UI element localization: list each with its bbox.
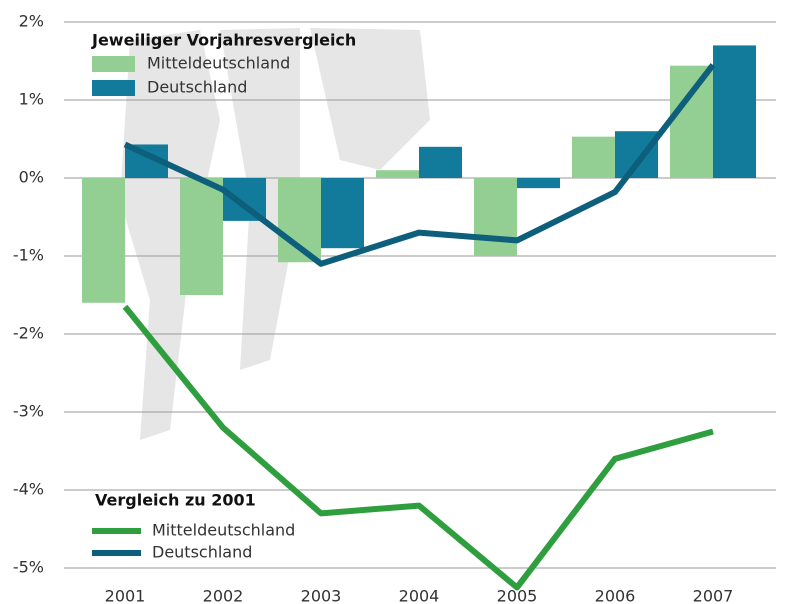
x-tick-label: 2003 (301, 587, 342, 604)
line (123, 63, 716, 267)
x-tick-label: 2005 (497, 587, 538, 604)
legend-label: Deutschland (147, 78, 247, 97)
y-tick-label: 1% (19, 90, 44, 109)
bar (713, 45, 756, 179)
y-tick-label: -5% (13, 558, 44, 577)
x-tick-label: 2004 (399, 587, 440, 604)
legend-title: Jeweiliger Vorjahresvergleich (91, 31, 356, 50)
bar (474, 178, 517, 256)
bar (419, 146, 462, 178)
bar (321, 178, 364, 249)
x-tick-label: 2006 (595, 587, 636, 604)
x-tick-label: 2002 (203, 587, 244, 604)
bar (517, 178, 560, 189)
y-tick-label: -1% (13, 246, 44, 265)
legend-swatch (92, 80, 135, 96)
legend-title: Vergleich zu 2001 (95, 491, 256, 510)
bar (376, 170, 419, 178)
legend-label: Deutschland (152, 543, 252, 562)
x-tick-label: 2001 (105, 587, 146, 604)
bar (670, 65, 713, 178)
bar (615, 131, 658, 178)
y-tick-label: -4% (13, 480, 44, 499)
legend-label: Mitteldeutschland (152, 521, 295, 540)
bar (572, 136, 615, 178)
y-tick-label: -2% (13, 324, 44, 343)
y-tick-label: 2% (19, 12, 44, 31)
line (122, 304, 714, 591)
y-tick-label: 0% (19, 168, 44, 187)
legend-swatch (92, 56, 135, 72)
bar (180, 178, 223, 295)
bar (82, 178, 125, 303)
x-tick-label: 2007 (693, 587, 734, 604)
legend-label: Mitteldeutschland (147, 54, 290, 73)
y-tick-label: -3% (13, 402, 44, 421)
